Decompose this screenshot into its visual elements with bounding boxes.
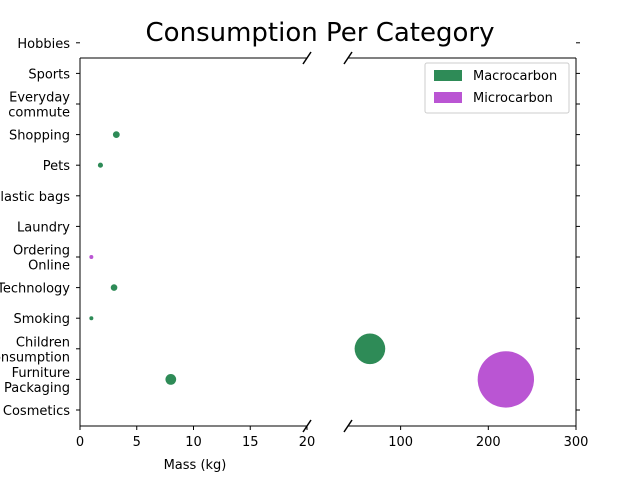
y-tick-label: Plastic bags — [0, 190, 70, 205]
x-tick-label: 20 — [299, 435, 316, 450]
data-point-macrocarbon — [112, 131, 120, 138]
y-tick-label: Ordering Online — [13, 244, 70, 274]
y-tick-label: Smoking — [13, 312, 70, 327]
y-tick-label: Cosmetics — [3, 404, 70, 419]
y-tick-label: Shopping — [9, 129, 70, 144]
y-tick-label: Laundry — [17, 220, 70, 235]
x-tick-label: 200 — [476, 435, 501, 450]
data-point-microcarbon — [477, 351, 535, 408]
legend-swatch-macrocarbon — [434, 70, 462, 81]
y-tick-label: Everyday commute — [8, 91, 70, 121]
x-axis-ticks: 0 5 10 15 20 100 200 300 — [76, 426, 589, 450]
data-point-macrocarbon — [354, 333, 386, 365]
left-panel — [79, 57, 307, 427]
legend-label-macrocarbon: Macrocarbon — [473, 69, 557, 84]
x-tick-label: 5 — [133, 435, 141, 450]
y-tick-label: Technology — [0, 282, 70, 297]
y-tick-label: ChildrenConsumption — [0, 335, 70, 365]
x-tick-label: 10 — [185, 435, 202, 450]
data-point-macrocarbon — [97, 162, 103, 168]
x-tick-label: 15 — [242, 435, 259, 450]
data-point-microcarbon — [89, 255, 94, 259]
axis-break-mark — [343, 419, 353, 433]
data-points — [89, 131, 535, 408]
axis-break-mark — [302, 51, 312, 65]
x-tick-label: 100 — [388, 435, 413, 450]
right-panel — [302, 51, 577, 433]
legend-label-microcarbon: Microcarbon — [473, 91, 553, 106]
y-tick-label: Hobbies — [17, 37, 70, 52]
legend: Macrocarbon Microcarbon — [424, 62, 570, 114]
y-tick-label: Pets — [43, 159, 70, 174]
x-axis-label: Mass (kg) — [164, 458, 227, 473]
legend-swatch-microcarbon — [434, 92, 462, 103]
axis-break-mark — [343, 51, 353, 65]
data-point-macrocarbon — [110, 284, 118, 291]
x-tick-label: 300 — [564, 435, 589, 450]
chart-title: Consumption Per Category — [146, 18, 495, 48]
y-tick-label: Furniture Packaging — [4, 366, 70, 396]
data-point-macrocarbon — [165, 374, 177, 385]
y-tick-label: Sports — [28, 67, 70, 82]
data-point-macrocarbon — [89, 316, 94, 321]
y-axis-ticks: Cosmetics FurniturePackagingChildrenConsu… — [0, 37, 580, 419]
x-tick-label: 0 — [76, 435, 84, 450]
